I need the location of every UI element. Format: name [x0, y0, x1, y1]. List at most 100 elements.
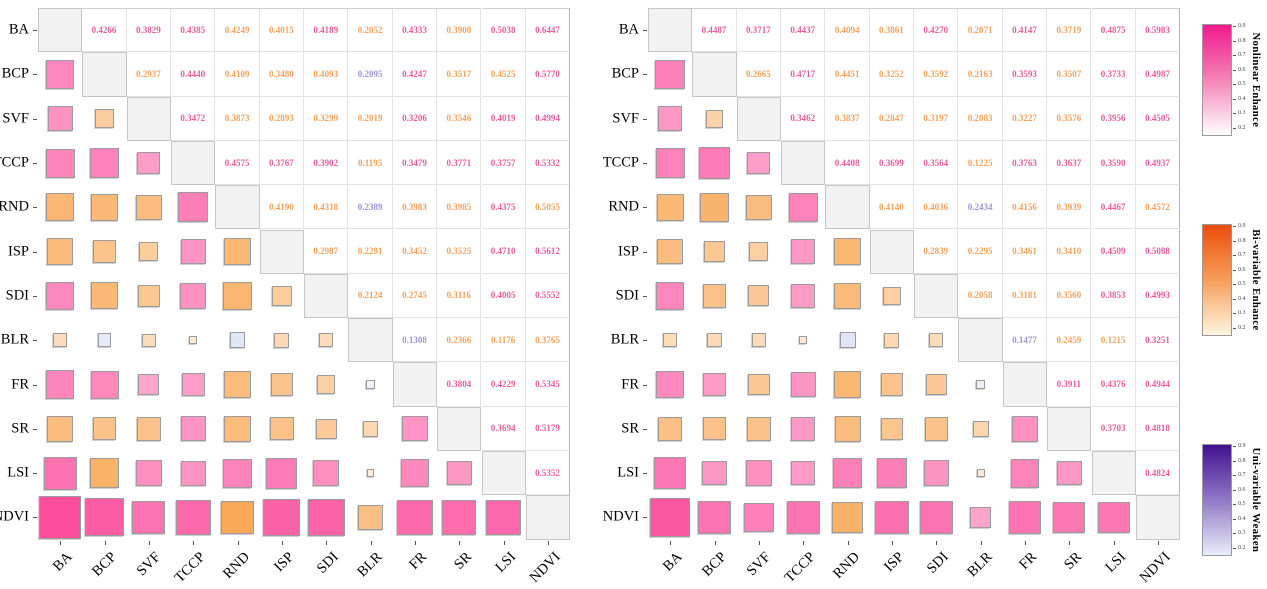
interaction-value: 0.3479: [402, 157, 427, 168]
square-sdi-svf: [748, 285, 770, 307]
value-cell-isp-sdi: 0.2839: [914, 229, 959, 274]
square-blr-sdi: [929, 333, 944, 348]
value-cell-sr-lsi: 0.3694: [481, 406, 526, 451]
square-bcp-ba: [46, 60, 75, 89]
interaction-value: 0.4005: [490, 290, 516, 301]
interaction-value: 0.4093: [313, 68, 339, 79]
interaction-value: 0.4993: [1145, 290, 1170, 301]
interaction-value: 0.4987: [1145, 68, 1170, 79]
colorbar-tick: [1233, 460, 1236, 462]
colorbar-3: 0.9 0.8 0.7 0.6 0.5 0.4 0.3 0.2 Uni-variable Wea…: [1202, 443, 1266, 556]
colorbar-tick: [1233, 26, 1236, 27]
y-axis-tick: [643, 163, 647, 165]
interaction-value: 0.1308: [402, 334, 427, 345]
square-sr-svf: [747, 417, 771, 441]
square-sr-svf: [137, 417, 161, 441]
interaction-value: 0.2366: [446, 334, 472, 345]
interaction-value: 0.3757: [490, 157, 516, 168]
row-label-sdi: SDI: [5, 287, 29, 304]
value-cell-ba-sr: 0.3900: [437, 8, 482, 53]
col-label-text: NDVI: [526, 548, 564, 586]
colorbar-tick-label: 0.6: [1238, 486, 1246, 493]
interaction-value: 0.2124: [357, 290, 383, 301]
interaction-value: 0.3410: [1056, 246, 1082, 257]
square-fr-svf: [748, 373, 770, 396]
colorbar-tick-label: 0.3: [1238, 530, 1246, 537]
colorbar-tick: [1233, 40, 1236, 42]
value-cell-svf-lsi: 0.4019: [481, 96, 526, 141]
row-label-svf: SVF: [612, 110, 639, 127]
value-cell-isp-sdi: 0.2987: [304, 229, 349, 274]
square-fr-sdi: [925, 374, 947, 396]
interaction-value: 0.3560: [1056, 290, 1082, 301]
value-cell-isp-sr: 0.3525: [437, 229, 482, 274]
interaction-value: 0.4437: [790, 25, 816, 36]
interaction-value: 0.2389: [357, 201, 383, 212]
value-cell-ba-lsi: 0.5038: [481, 8, 526, 53]
diagonal-cell: [825, 185, 870, 230]
diagonal-cell: [437, 406, 482, 451]
square-isp-ba: [46, 238, 74, 265]
square-sr-ba: [47, 415, 74, 442]
diagonal-cell: [736, 96, 782, 141]
y-axis-tick: [33, 517, 37, 519]
row-label-tccp: TCCP: [0, 154, 29, 171]
interaction-value: 0.3911: [1056, 379, 1081, 390]
square-lsi-isp: [877, 458, 907, 489]
value-cell-ba-isp: 0.4015: [259, 8, 305, 53]
interaction-value: 0.3763: [1012, 157, 1037, 168]
colorbar-gradient: [1202, 444, 1232, 556]
value-cell-bcp-ndvi: 0.4987: [1135, 52, 1181, 97]
interaction-value: 0.3717: [745, 25, 771, 36]
y-axis-tick: [33, 207, 37, 209]
square-sdi-rnd: [834, 282, 861, 310]
square-svf-bcp: [705, 109, 724, 128]
value-cell-rnd-ndvi: 0.4572: [1135, 185, 1181, 230]
square-isp-rnd: [223, 237, 252, 266]
square-fr-rnd: [224, 371, 251, 398]
interaction-value: 0.3252: [879, 68, 904, 79]
interaction-value: 0.2434: [967, 201, 993, 212]
value-cell-rnd-blr: 0.2434: [958, 185, 1003, 230]
value-cell-svf-tccp: 0.3462: [781, 96, 826, 141]
colorbar-tick-label: 0.7: [1238, 252, 1246, 259]
square-bcp-ba: [655, 59, 685, 90]
value-cell-tccp-lsi: 0.3757: [481, 140, 526, 186]
value-cell-rnd-fr: 0.4156: [1002, 185, 1048, 230]
square-fr-rnd: [833, 370, 862, 399]
value-cell-svf-ndvi: 0.4505: [1135, 96, 1181, 141]
row-label-tccp: TCCP: [602, 154, 639, 171]
value-cell-tccp-sdi: 0.3564: [914, 140, 959, 186]
value-cell-isp-fr: 0.3452: [392, 229, 438, 274]
interaction-value: 0.2058: [967, 290, 993, 301]
value-cell-bcp-rnd: 0.4451: [825, 52, 870, 97]
interaction-value: 0.4036: [923, 201, 949, 212]
interaction-value: 0.4467: [1100, 201, 1126, 212]
value-cell-tccp-lsi: 0.3590: [1091, 140, 1136, 186]
y-axis-tick: [33, 30, 37, 32]
square-tccp-svf: [747, 151, 771, 175]
y-axis-tick: [33, 340, 37, 342]
square-blr-svf: [142, 333, 156, 347]
value-cell-bcp-svf: 0.2937: [126, 52, 172, 97]
col-label-text: SDI: [923, 548, 952, 577]
value-cell-svf-isp: 0.2893: [259, 96, 305, 141]
interaction-value: 0.4408: [834, 157, 860, 168]
square-lsi-fr: [1010, 458, 1040, 488]
colorbar-tick: [1233, 518, 1236, 520]
square-fr-blr: [975, 379, 986, 390]
interaction-value: 0.4147: [1012, 25, 1037, 36]
value-cell-isp-lsi: 0.4710: [481, 229, 526, 274]
x-axis-tick: [714, 540, 716, 545]
value-cell-tccp-blr: 0.1225: [958, 140, 1003, 186]
x-axis-tick: [758, 540, 760, 545]
interaction-value: 0.4487: [701, 25, 727, 36]
interaction-value: 0.3733: [1100, 68, 1126, 79]
diagonal-cell: [1002, 362, 1048, 407]
square-isp-tccp: [180, 239, 206, 265]
value-cell-sdi-lsi: 0.3853: [1091, 273, 1136, 319]
y-axis-tick: [33, 428, 37, 430]
interaction-value: 0.3902: [313, 157, 339, 168]
row-label-fr: FR: [11, 376, 29, 393]
square-blr-ba: [53, 333, 67, 347]
